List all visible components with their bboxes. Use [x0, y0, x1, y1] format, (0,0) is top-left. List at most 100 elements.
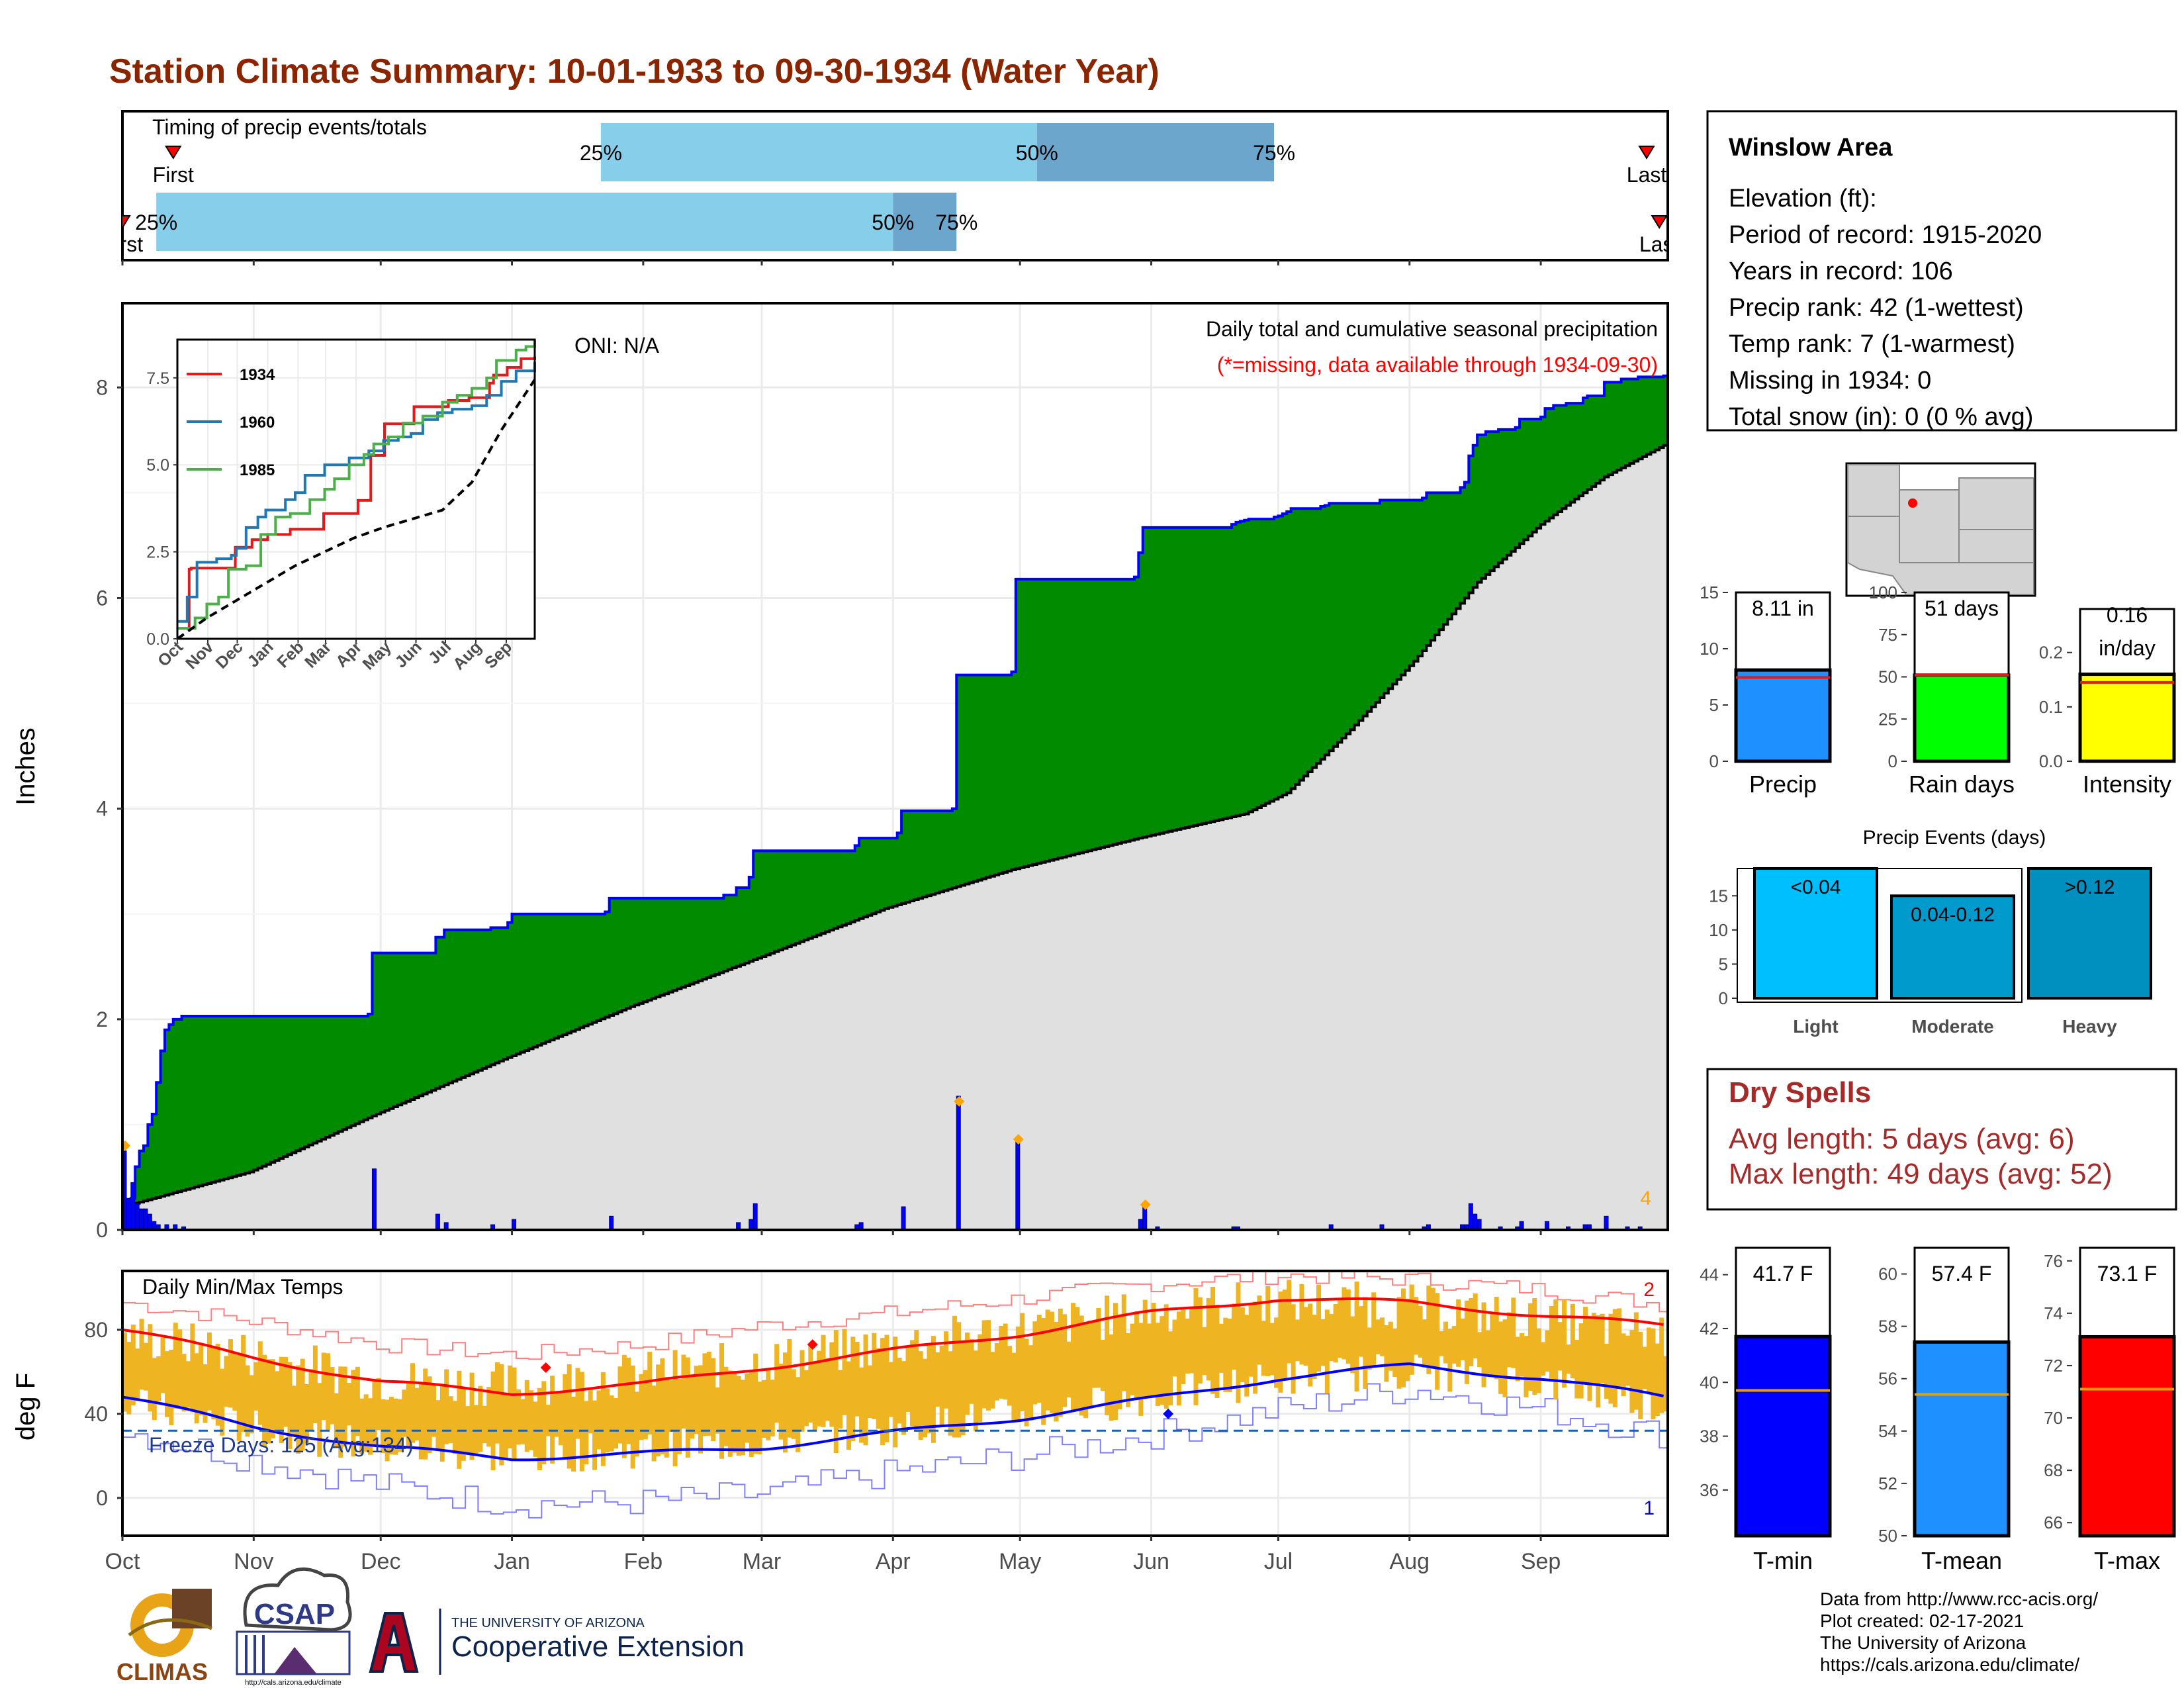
month-label: May [999, 1549, 1041, 1574]
daily-temp-bar [1138, 1323, 1144, 1416]
gauge-ytick-label: 52 [1878, 1474, 1897, 1493]
daily-temp-bar [643, 1370, 648, 1440]
daily-temp-bar [1642, 1346, 1647, 1389]
daily-temp-bar [1176, 1311, 1181, 1406]
station-line: Temp rank: 7 (1-warmest) [1729, 330, 2015, 358]
events-ytick-label: 5 [1719, 954, 1728, 974]
daily-temp-bar [1206, 1297, 1211, 1381]
daily-temp-bar [199, 1343, 204, 1416]
daily-temp-bar [690, 1376, 695, 1439]
daily-temp-bar [499, 1364, 504, 1466]
daily-temp-bar [1545, 1330, 1550, 1372]
daily-precip-bar [1637, 1226, 1643, 1230]
station-line: Elevation (ft): [1729, 185, 1877, 212]
gauge-bar [2078, 1335, 2176, 1538]
daily-temp-bar [1502, 1319, 1508, 1397]
daily-temp-bar [960, 1340, 966, 1436]
daily-precip-bar [139, 1208, 144, 1230]
daily-temp-bar [206, 1332, 212, 1411]
events-ytick-label: 15 [1709, 886, 1728, 906]
daily-temp-bar [1210, 1286, 1216, 1394]
daily-temp-bar [766, 1368, 771, 1440]
temp-ytick-label: 0 [96, 1486, 108, 1510]
daily-temp-bar [1430, 1288, 1435, 1369]
daily-temp-bar [211, 1346, 216, 1420]
daily-temp-bar [1515, 1336, 1520, 1382]
daily-temp-bar [1218, 1323, 1224, 1373]
temp-ytick-label: 80 [84, 1318, 108, 1342]
daily-temp-bar [635, 1391, 640, 1457]
daily-temp-bar [406, 1383, 411, 1449]
daily-temp-bar [224, 1356, 229, 1407]
gauge-value-label: 73.1 F [2097, 1262, 2158, 1286]
precip-ytick-label: 2 [96, 1008, 108, 1031]
daily-temp-bar [402, 1389, 407, 1437]
daily-temp-bar [833, 1330, 839, 1453]
footer-line: Plot created: 02-17-2021 [1820, 1611, 2024, 1631]
station-line: Total snow (in): 0 (0 % avg) [1729, 403, 2033, 431]
month-label: Sep [1521, 1549, 1561, 1574]
daily-temp-bar [452, 1401, 457, 1454]
daily-temp-bar [1583, 1307, 1588, 1383]
inset-average-line [176, 379, 536, 640]
daily-temp-bar [181, 1354, 187, 1412]
timing-label-75: 75% [935, 211, 978, 234]
daily-precip-bar [371, 1168, 377, 1230]
daily-temp-bar [503, 1393, 508, 1460]
daily-temp-bar [944, 1331, 949, 1409]
daily-temp-bar [414, 1387, 420, 1441]
daily-precip-bar [443, 1222, 449, 1230]
daily-precip-bar [134, 1203, 140, 1230]
daily-temp-bar [1553, 1299, 1559, 1400]
daily-temp-bar [490, 1371, 496, 1471]
daily-temp-bar [228, 1339, 233, 1408]
daily-temp-bar [321, 1352, 326, 1421]
daily-temp-bar [1070, 1303, 1075, 1411]
gauge-bar [2078, 673, 2176, 763]
daily-precip-bar [126, 1197, 131, 1230]
daily-temp-bar [190, 1323, 195, 1413]
daily-temp-bar [1655, 1343, 1660, 1417]
daily-temp-bar [164, 1351, 169, 1417]
daily-temp-bar [283, 1356, 289, 1427]
daily-temp-bar [893, 1336, 898, 1448]
events-category-label: Moderate [1911, 1016, 1993, 1037]
daily-temp-bar [1295, 1319, 1300, 1362]
gauge-ytick-label: 44 [1700, 1265, 1719, 1285]
station-name: Winslow Area [1729, 134, 1893, 162]
daily-temp-bar [1342, 1287, 1347, 1360]
daily-temp-bar [312, 1345, 318, 1424]
daily-temp-bar [872, 1333, 877, 1419]
daily-temp-bar [626, 1357, 631, 1444]
average-max-line [122, 1297, 1664, 1396]
events-ytick-label: 10 [1709, 920, 1728, 940]
daily-temp-bar [330, 1366, 335, 1425]
daily-temp-bar [1291, 1304, 1296, 1394]
daily-temp-bar [1638, 1331, 1643, 1419]
gauge-bar [1913, 1340, 2011, 1538]
daily-temp-bar [432, 1383, 436, 1437]
daily-temp-bar [232, 1354, 238, 1411]
daily-temp-bar [1248, 1303, 1253, 1377]
daily-precip-bar [1604, 1215, 1609, 1230]
daily-temp-bar [1020, 1313, 1025, 1411]
daily-temp-bar [867, 1365, 872, 1419]
daily-temp-bar [939, 1345, 944, 1427]
daily-temp-bar [668, 1380, 674, 1432]
daily-temp-bar [706, 1351, 711, 1436]
daily-temp-bar [1562, 1299, 1567, 1388]
precip-ytick-label: 4 [96, 797, 108, 821]
daily-temp-bar [156, 1356, 161, 1402]
daily-temp-bar [563, 1374, 568, 1458]
gauge-ytick-label: 36 [1700, 1480, 1719, 1500]
gauge-value-unit: in/day [2099, 636, 2155, 660]
daily-temp-bar [931, 1336, 936, 1443]
daily-temp-bar [575, 1368, 580, 1439]
precip-y-label: Inches [11, 727, 40, 806]
daily-temp-bar [1578, 1323, 1584, 1399]
daily-temp-bar [821, 1335, 826, 1427]
daily-temp-bar [1117, 1317, 1122, 1409]
daily-temp-bar [296, 1365, 301, 1454]
daily-temp-bar [1494, 1297, 1499, 1380]
